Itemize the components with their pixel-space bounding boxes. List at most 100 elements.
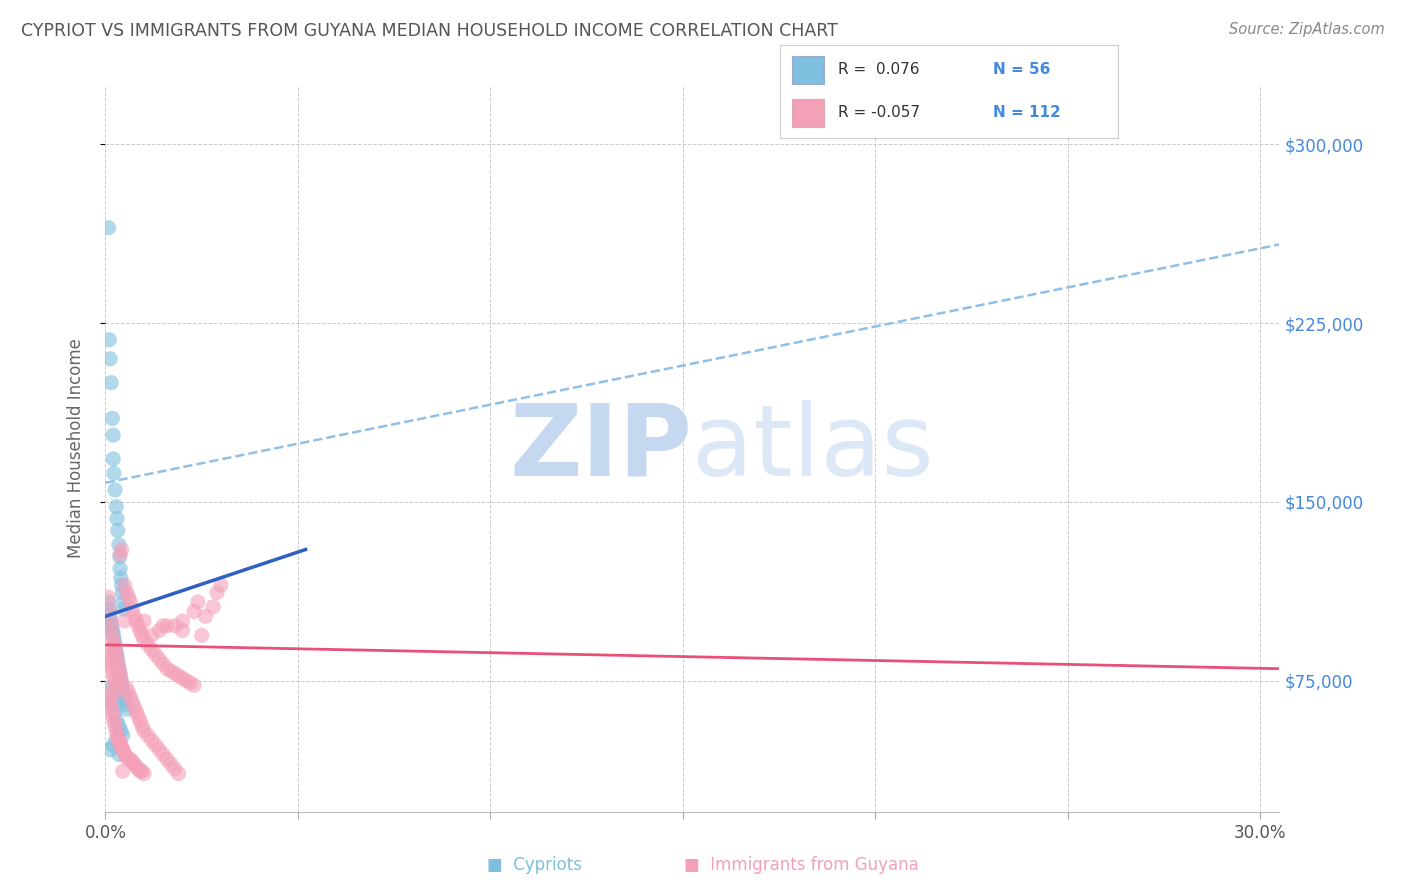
Point	[100, 657, 122, 671]
Point	[98, 648, 121, 662]
Text: Source: ZipAtlas.com: Source: ZipAtlas.com	[1229, 22, 1385, 37]
Point	[111, 585, 134, 599]
Point	[101, 628, 124, 642]
Point	[190, 628, 212, 642]
Point	[101, 624, 124, 638]
Point	[100, 614, 122, 628]
Point	[172, 624, 194, 638]
Point	[115, 750, 138, 764]
Point	[114, 614, 136, 628]
Point	[125, 614, 148, 628]
Point	[98, 695, 121, 709]
Point	[160, 757, 183, 772]
Point	[163, 666, 186, 681]
Point	[125, 759, 148, 773]
Point	[108, 547, 131, 561]
Point	[112, 745, 135, 759]
Point	[100, 690, 122, 705]
Point	[120, 595, 142, 609]
Point	[98, 333, 121, 347]
Point	[103, 638, 125, 652]
Point	[103, 467, 125, 481]
Text: N = 112: N = 112	[993, 105, 1060, 120]
Point	[152, 657, 174, 671]
Point	[127, 762, 149, 776]
Text: ■  Cypriots: ■ Cypriots	[486, 856, 582, 874]
Point	[100, 621, 122, 635]
Point	[110, 578, 132, 592]
Point	[125, 705, 148, 719]
Point	[152, 747, 174, 762]
Point	[105, 685, 128, 699]
Point	[117, 685, 139, 699]
Point	[172, 614, 194, 628]
Point	[148, 743, 170, 757]
Text: R = -0.057: R = -0.057	[838, 105, 920, 120]
Point	[131, 764, 153, 779]
Point	[132, 766, 155, 780]
Point	[129, 624, 152, 638]
Point	[108, 662, 131, 676]
Point	[104, 719, 127, 733]
Point	[124, 699, 146, 714]
Point	[129, 764, 152, 779]
Point	[105, 649, 128, 664]
Point	[108, 549, 131, 564]
Point	[110, 571, 132, 585]
Point	[110, 542, 132, 557]
Point	[107, 659, 129, 673]
Y-axis label: Median Household Income: Median Household Income	[66, 338, 84, 558]
Point	[110, 740, 132, 755]
Point	[98, 690, 121, 705]
Point	[141, 628, 163, 642]
Point	[104, 640, 127, 655]
Point	[111, 681, 134, 695]
Point	[105, 648, 128, 662]
Point	[104, 635, 127, 649]
Point	[110, 738, 132, 752]
Point	[172, 671, 194, 685]
Point	[105, 714, 128, 728]
Point	[111, 764, 134, 779]
Point	[98, 743, 121, 757]
Point	[97, 591, 120, 605]
Point	[145, 648, 167, 662]
Point	[105, 681, 128, 695]
Point	[114, 578, 136, 592]
Point	[115, 585, 138, 599]
Point	[111, 728, 134, 742]
Point	[187, 595, 209, 609]
Point	[101, 411, 124, 425]
Point	[209, 578, 232, 592]
Point	[107, 524, 129, 538]
Point	[131, 628, 153, 642]
Point	[141, 642, 163, 657]
Point	[121, 695, 143, 709]
Point	[124, 757, 146, 772]
Point	[156, 752, 179, 766]
Point	[120, 752, 142, 766]
Point	[108, 561, 131, 575]
Point	[108, 736, 131, 750]
Point	[112, 685, 135, 699]
Point	[97, 642, 120, 657]
Point	[105, 500, 128, 514]
Point	[121, 602, 143, 616]
Point	[105, 728, 128, 742]
Point	[148, 652, 170, 666]
Point	[98, 681, 121, 695]
Point	[101, 698, 124, 712]
Point	[98, 351, 121, 366]
Point	[98, 652, 121, 666]
Point	[112, 690, 135, 705]
Text: ■  Immigrants from Guyana: ■ Immigrants from Guyana	[685, 856, 918, 874]
Point	[101, 626, 124, 640]
Point	[115, 702, 138, 716]
Text: R =  0.076: R = 0.076	[838, 62, 920, 78]
Point	[101, 452, 124, 467]
Text: N = 56: N = 56	[993, 62, 1050, 78]
Point	[160, 664, 183, 678]
Point	[112, 595, 135, 609]
Point	[167, 766, 190, 780]
Point	[131, 719, 153, 733]
